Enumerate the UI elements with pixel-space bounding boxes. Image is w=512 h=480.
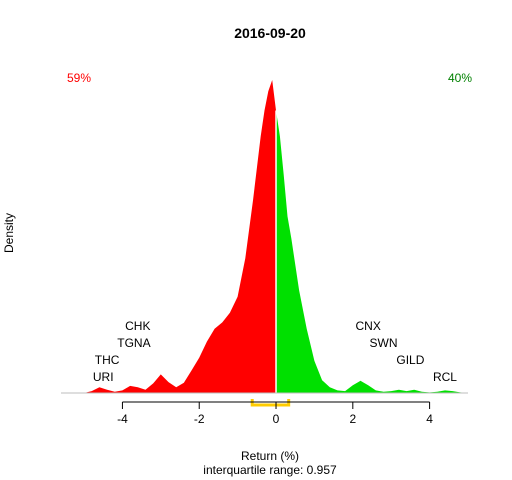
iqr-subtitle: interquartile range: 0.957 xyxy=(203,463,337,477)
ticker-label: SWN xyxy=(370,336,398,350)
ticker-label: RCL xyxy=(433,370,457,384)
ticker-label: CHK xyxy=(125,319,150,333)
ticker-labels: CHK TGNA THC URI CNX SWN GILD RCL xyxy=(93,319,457,384)
positive-density-area xyxy=(276,110,468,393)
chart-title: 2016-09-20 xyxy=(234,25,306,41)
ticker-label: THC xyxy=(95,353,120,367)
positive-percentage: 40% xyxy=(448,71,472,85)
x-tick-label: 4 xyxy=(426,412,433,426)
negative-density-area xyxy=(84,80,276,393)
ticker-label: TGNA xyxy=(117,336,150,350)
negative-percentage: 59% xyxy=(67,71,91,85)
x-tick-label: -4 xyxy=(117,412,128,426)
ticker-label: GILD xyxy=(396,353,424,367)
x-tick-label: 2 xyxy=(349,412,356,426)
x-tick-label: 0 xyxy=(273,412,280,426)
x-axis: -4 -2 0 2 4 xyxy=(117,401,433,426)
plot-area xyxy=(61,80,468,407)
x-tick-label: -2 xyxy=(194,412,205,426)
x-axis-label: Return (%) xyxy=(241,449,299,463)
y-axis-label: Density xyxy=(2,213,16,253)
ticker-label: URI xyxy=(93,370,114,384)
ticker-label: CNX xyxy=(355,319,380,333)
